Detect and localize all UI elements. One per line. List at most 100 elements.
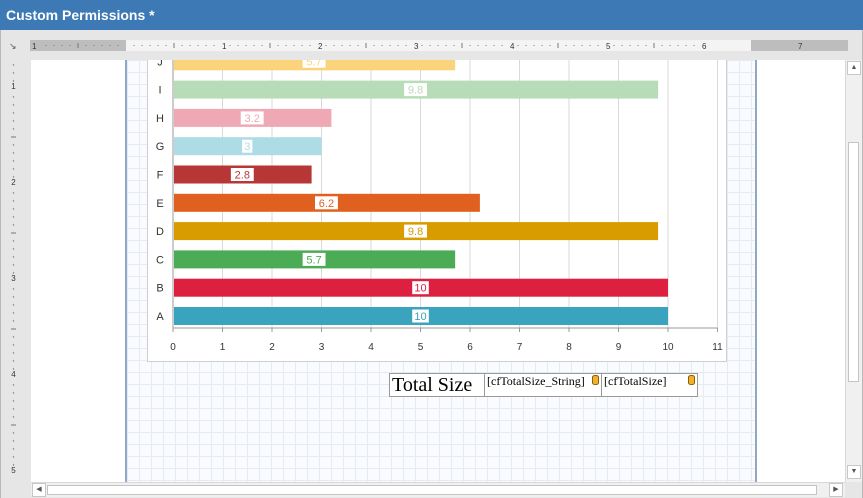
ruler-tick bbox=[12, 304, 15, 306]
ruler-tick bbox=[12, 392, 15, 394]
ruler-label: 5 bbox=[606, 42, 611, 51]
ruler-tick bbox=[12, 384, 15, 386]
ruler-tick bbox=[12, 248, 15, 250]
data-label: 3 bbox=[244, 141, 250, 153]
ruler-label: 1 bbox=[222, 42, 227, 51]
data-label: 5.7 bbox=[306, 60, 321, 68]
y-tick-label: I bbox=[158, 85, 161, 97]
x-tick-label: 2 bbox=[269, 342, 275, 353]
horizontal-ruler-ticks: 1 1 2 3 4 5 6 7 bbox=[32, 42, 803, 51]
ruler-tick bbox=[12, 104, 15, 106]
total-size-value-text: [cfTotalSize] bbox=[604, 374, 667, 388]
data-label-box bbox=[301, 60, 327, 69]
data-label-box bbox=[403, 82, 429, 98]
data-label: 10 bbox=[414, 311, 426, 323]
ruler-tick bbox=[12, 72, 15, 74]
ruler-tick bbox=[12, 200, 15, 202]
window-title-bar: Custom Permissions * bbox=[0, 0, 863, 30]
ruler-tick bbox=[12, 464, 15, 466]
total-size-label[interactable]: Total Size bbox=[389, 373, 485, 397]
vertical-ruler-ticks: 1 2 3 4 5 bbox=[11, 64, 16, 475]
ruler-label: 7 bbox=[798, 42, 803, 51]
vertical-scroll-thumb[interactable] bbox=[848, 142, 859, 382]
x-tick-label: 11 bbox=[712, 342, 723, 353]
window-title: Custom Permissions * bbox=[6, 7, 155, 23]
x-tick-label: 5 bbox=[418, 342, 424, 353]
y-tick-label: E bbox=[156, 198, 163, 210]
ruler-tick bbox=[12, 152, 15, 154]
ruler-tick bbox=[12, 448, 15, 450]
ruler-tick bbox=[12, 312, 15, 314]
chart-control[interactable]: A 10 B 10 C 5.7 D 9.8 E 6.2 F 2.8 G 3 H 3.2 I 9.8 J 5.7 0 1 2 3… bbox=[147, 60, 727, 362]
vertical-scrollbar[interactable]: ▲ ▼ bbox=[845, 60, 862, 482]
data-label: 2.8 bbox=[235, 170, 250, 182]
y-tick-label: D bbox=[156, 226, 164, 238]
report-page: A 10 B 10 C 5.7 D 9.8 E 6.2 F 2.8 G 3 H 3.2 I 9.8 J 5.7 0 1 2 3… bbox=[125, 60, 757, 482]
x-tick-label: 7 bbox=[517, 342, 523, 353]
bar-chart: A 10 B 10 C 5.7 D 9.8 E 6.2 F 2.8 G 3 H 3.2 I 9.8 J 5.7 0 1 2 3… bbox=[156, 60, 723, 353]
x-tick-label: 8 bbox=[566, 342, 572, 353]
data-label: 3.2 bbox=[245, 113, 260, 125]
data-label-box bbox=[301, 251, 327, 267]
ruler-tick bbox=[12, 400, 15, 402]
y-tick-label: J bbox=[157, 60, 163, 68]
y-tick-label: F bbox=[157, 170, 164, 182]
data-label: 5.7 bbox=[306, 254, 321, 266]
scroll-right-arrow-icon[interactable]: ▶ bbox=[829, 483, 843, 497]
ruler-tick bbox=[12, 112, 15, 114]
vertical-ruler: 1 2 3 4 5 bbox=[4, 60, 22, 482]
x-tick-label: 6 bbox=[467, 342, 473, 353]
ruler-label: 4 bbox=[11, 370, 16, 379]
x-tick-label: 3 bbox=[319, 342, 325, 353]
x-tick-label: 1 bbox=[220, 342, 226, 353]
data-label: 9.8 bbox=[408, 85, 423, 97]
ruler-tick bbox=[12, 96, 15, 98]
scroll-left-arrow-icon[interactable]: ◀ bbox=[32, 483, 46, 497]
x-tick-label: 10 bbox=[662, 342, 674, 353]
data-label: 10 bbox=[414, 283, 426, 295]
ruler-tick bbox=[12, 344, 15, 346]
ruler-tick bbox=[12, 288, 15, 290]
ruler-label: 4 bbox=[510, 42, 515, 51]
ruler-tick bbox=[12, 440, 15, 442]
scroll-up-arrow-icon[interactable]: ▲ bbox=[847, 61, 861, 75]
horizontal-ruler: 1 1 2 3 4 5 6 7 bbox=[30, 40, 848, 51]
total-size-string-text: [cfTotalSize_String] bbox=[487, 374, 585, 388]
data-label-box bbox=[241, 138, 254, 154]
ruler-tick bbox=[12, 432, 15, 434]
ruler-label: 5 bbox=[11, 466, 16, 475]
ruler-tick bbox=[12, 120, 15, 122]
ruler-tick bbox=[12, 256, 15, 258]
ruler-tick bbox=[12, 176, 15, 178]
ruler-tick bbox=[12, 240, 15, 242]
ruler-tick bbox=[12, 144, 15, 146]
data-label-box bbox=[239, 110, 265, 126]
horizontal-scroll-thumb[interactable] bbox=[47, 485, 817, 495]
ruler-tick bbox=[12, 296, 15, 298]
ruler-tick bbox=[12, 192, 15, 194]
total-size-string-field[interactable]: [cfTotalSize_String] bbox=[484, 373, 602, 397]
scroll-down-arrow-icon[interactable]: ▼ bbox=[847, 465, 861, 479]
data-label-box bbox=[403, 223, 429, 239]
ruler-tick bbox=[12, 208, 15, 210]
horizontal-scrollbar[interactable]: ◀ ▶ bbox=[31, 482, 845, 497]
ruler-label: 1 bbox=[11, 82, 16, 91]
ruler-tick bbox=[12, 320, 15, 322]
ruler-tick bbox=[12, 264, 15, 266]
ruler-right-margin bbox=[751, 40, 848, 51]
ruler-label: 2 bbox=[11, 178, 16, 187]
ruler-label: 3 bbox=[414, 42, 419, 51]
data-label-box bbox=[411, 280, 430, 296]
y-tick-label: C bbox=[156, 254, 164, 266]
ruler-tick bbox=[12, 408, 15, 410]
ruler-label: 3 bbox=[11, 274, 16, 283]
ruler-label: 2 bbox=[318, 42, 323, 51]
y-tick-label: H bbox=[156, 113, 164, 125]
data-label-box bbox=[314, 195, 339, 211]
ruler-tick bbox=[12, 456, 15, 458]
database-field-icon bbox=[688, 375, 695, 385]
ruler-tick bbox=[12, 368, 15, 370]
total-size-value-field[interactable]: [cfTotalSize] bbox=[601, 373, 698, 397]
ruler-corner-icon[interactable]: ↘ bbox=[9, 41, 17, 51]
y-tick-label: A bbox=[156, 311, 164, 323]
